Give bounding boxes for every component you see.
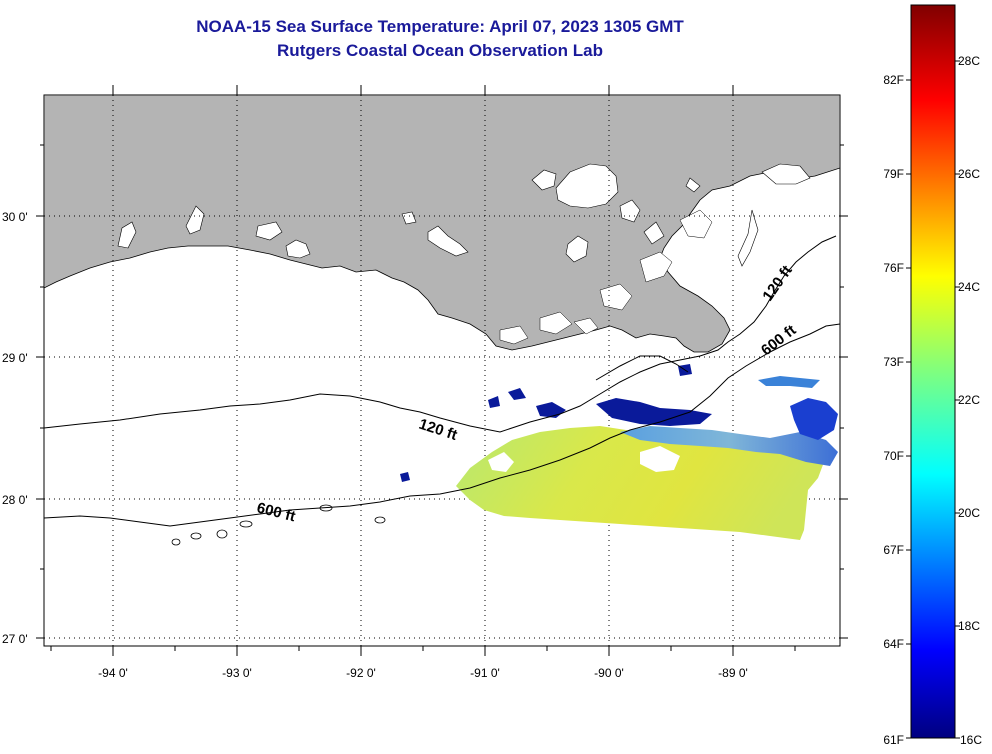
sst-cold-patch [508, 388, 526, 400]
colorbar-label-f: 76F [883, 261, 904, 275]
sst-data [400, 364, 838, 540]
sst-cool-region [620, 426, 838, 466]
colorbar-label-f: 82F [883, 73, 904, 87]
sst-cold-patch [596, 398, 712, 426]
colorbar-label-f: 73F [883, 355, 904, 369]
latitude-label: 29 0' [2, 351, 28, 365]
contour-120ft [43, 235, 837, 433]
latitude-label: 27 0' [2, 632, 28, 646]
colorbar-label-c: 26C [958, 167, 980, 181]
longitude-label: -90 0' [594, 666, 624, 680]
sst-cold-patch [488, 396, 500, 408]
colorbar-label-c: 16C [960, 733, 982, 747]
map-title: NOAA-15 Sea Surface Temperature: April 0… [196, 17, 684, 36]
sst-cloud-gap [640, 446, 680, 472]
colorbar-label-c: 28C [958, 54, 980, 68]
delta-marsh [499, 209, 713, 345]
grid-lines [44, 95, 840, 646]
longitude-label: -92 0' [346, 666, 376, 680]
colorbar-label-f: 67F [883, 543, 904, 557]
colorbar-label-c: 20C [958, 506, 980, 520]
colorbar-label-c: 18C [958, 619, 980, 633]
latitude-label: 28 0' [2, 493, 28, 507]
axis-ticks [36, 85, 848, 656]
longitude-label: -93 0' [222, 666, 252, 680]
colorbar-label-f: 70F [883, 449, 904, 463]
longitude-label: -91 0' [470, 666, 500, 680]
latitude-label: 30 0' [2, 210, 28, 224]
longitude-label: -94 0' [98, 666, 128, 680]
colorbar-label-f: 61F [883, 733, 904, 747]
colorbar: 82F 79F 76F 73F 70F 67F 64F 61F 28C 26C … [883, 4, 982, 747]
sst-warm-region [456, 426, 824, 540]
contour-600ft-branch [595, 355, 689, 381]
shoal-contours [171, 504, 386, 546]
sst-cold-patch [790, 398, 838, 440]
longitude-label: -89 0' [718, 666, 748, 680]
colorbar-label-c: 24C [958, 280, 980, 294]
map-subtitle: Rutgers Coastal Ocean Observation Lab [277, 41, 603, 60]
colorbar-label-f: 64F [883, 637, 904, 651]
sst-cold-patch [400, 472, 410, 482]
sst-cloud-gap [488, 452, 514, 472]
colorbar-label-c: 22C [958, 393, 980, 407]
inland-water [117, 163, 811, 267]
colorbar-label-f: 79F [883, 167, 904, 181]
sst-cool-patch [758, 376, 820, 388]
contour-600ft [43, 323, 841, 527]
colorbar-gradient [910, 4, 956, 739]
